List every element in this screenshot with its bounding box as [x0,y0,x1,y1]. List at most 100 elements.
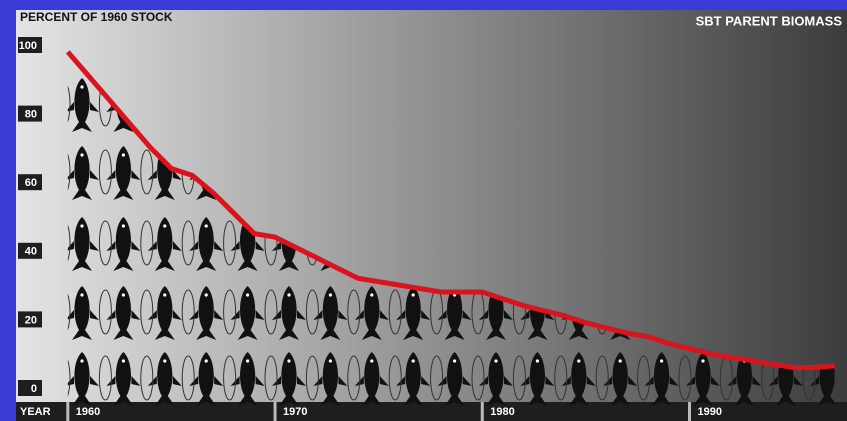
fish-outline [347,355,361,401]
fish-fin [437,376,472,386]
y-tick-box [18,380,42,396]
fish-eye [80,359,84,363]
fish-eye [204,293,208,297]
fish-icon [67,78,99,132]
fish-icon [305,286,348,340]
fish-eye [370,293,374,297]
fish-eye [370,359,374,363]
fish-body [444,352,465,406]
fish-fin [272,376,306,386]
fish-outline [181,355,195,401]
fish-outline [140,149,154,195]
fish-eye [80,293,84,297]
fish-body [237,352,258,406]
fish-fin [147,241,182,251]
fish-eye [246,293,250,297]
y-tick-label: 0 [31,383,37,395]
x-tick-label: 1960 [76,406,100,418]
fish-fin [354,376,389,386]
fish-body [154,286,175,340]
fish-icon [637,352,679,406]
fish-icon [223,352,265,406]
fish-outline [430,355,444,401]
fish-fin [313,310,348,320]
fish-icon [98,352,141,406]
fish-eye [660,359,664,363]
fish-outline [264,289,278,335]
fish-outline [98,149,112,195]
fish-eye [163,359,167,363]
fish-fin [727,376,762,386]
fish-eye [618,359,622,363]
y-tick-box [18,37,42,53]
fish-body [444,286,465,340]
fish-body [72,352,92,406]
fish-body [113,217,134,271]
fish-outline [98,355,112,401]
y-tick-label: 80 [25,109,37,121]
fish-eye [121,293,125,297]
fish-fin [768,376,803,386]
fish-fin [272,310,306,320]
fish-body [320,352,341,406]
fish-outline [347,289,361,335]
fish-body [486,352,506,406]
fish-fin [67,241,99,251]
fish-fin [437,310,472,320]
fish-icon [512,352,555,406]
fish-eye [204,359,208,363]
fish-outline [223,220,237,266]
fish-eye [494,359,498,363]
fish-icon [595,352,638,406]
fish-icon [471,352,513,406]
fish-eye [121,224,125,228]
data-line [65,50,835,370]
fish-eye [287,293,291,297]
fish-body [113,286,134,340]
fish-fin [686,376,720,386]
fish-outline [67,81,71,127]
fish-eye [246,359,250,363]
fish-body [361,352,382,406]
fish-icon [388,352,431,406]
fish-eye [163,224,167,228]
fish-fin [106,170,141,180]
fish-eye [163,293,167,297]
fish-eye [204,224,208,228]
fish-body [237,286,258,340]
fish-outline [388,289,402,335]
fish-fin [67,170,99,180]
fish-icon [347,286,389,340]
fish-fin [106,310,141,320]
fish-fin [189,376,224,386]
fish-icon [140,352,182,406]
fish-icon [67,146,99,200]
x-axis-label: YEAR [20,406,51,418]
fish-outline [67,289,71,335]
y-axis-label: PERCENT OF 1960 STOCK [20,10,173,24]
fish-eye [121,359,125,363]
fish-body [527,352,548,406]
fish-fin [354,310,389,320]
fish-body [113,146,134,200]
fish-eye [80,85,84,89]
y-tick-box [18,242,42,259]
fish-outline [181,220,195,266]
fish-outline [98,220,112,266]
fish-outline [554,355,568,401]
fish-body [279,286,299,340]
fish-icon [67,286,99,340]
fish-icon [140,217,182,271]
fish-icon [67,352,99,406]
fish-eye [328,293,332,297]
y-tick-box [18,311,42,328]
fish-icon [181,352,224,406]
fish-icon [264,352,306,406]
fish-fin [106,241,141,251]
fish-fin [603,376,638,386]
fish-fin [67,376,99,386]
fish-body [154,217,175,271]
fish-body [72,286,92,340]
fish-body [734,352,755,406]
